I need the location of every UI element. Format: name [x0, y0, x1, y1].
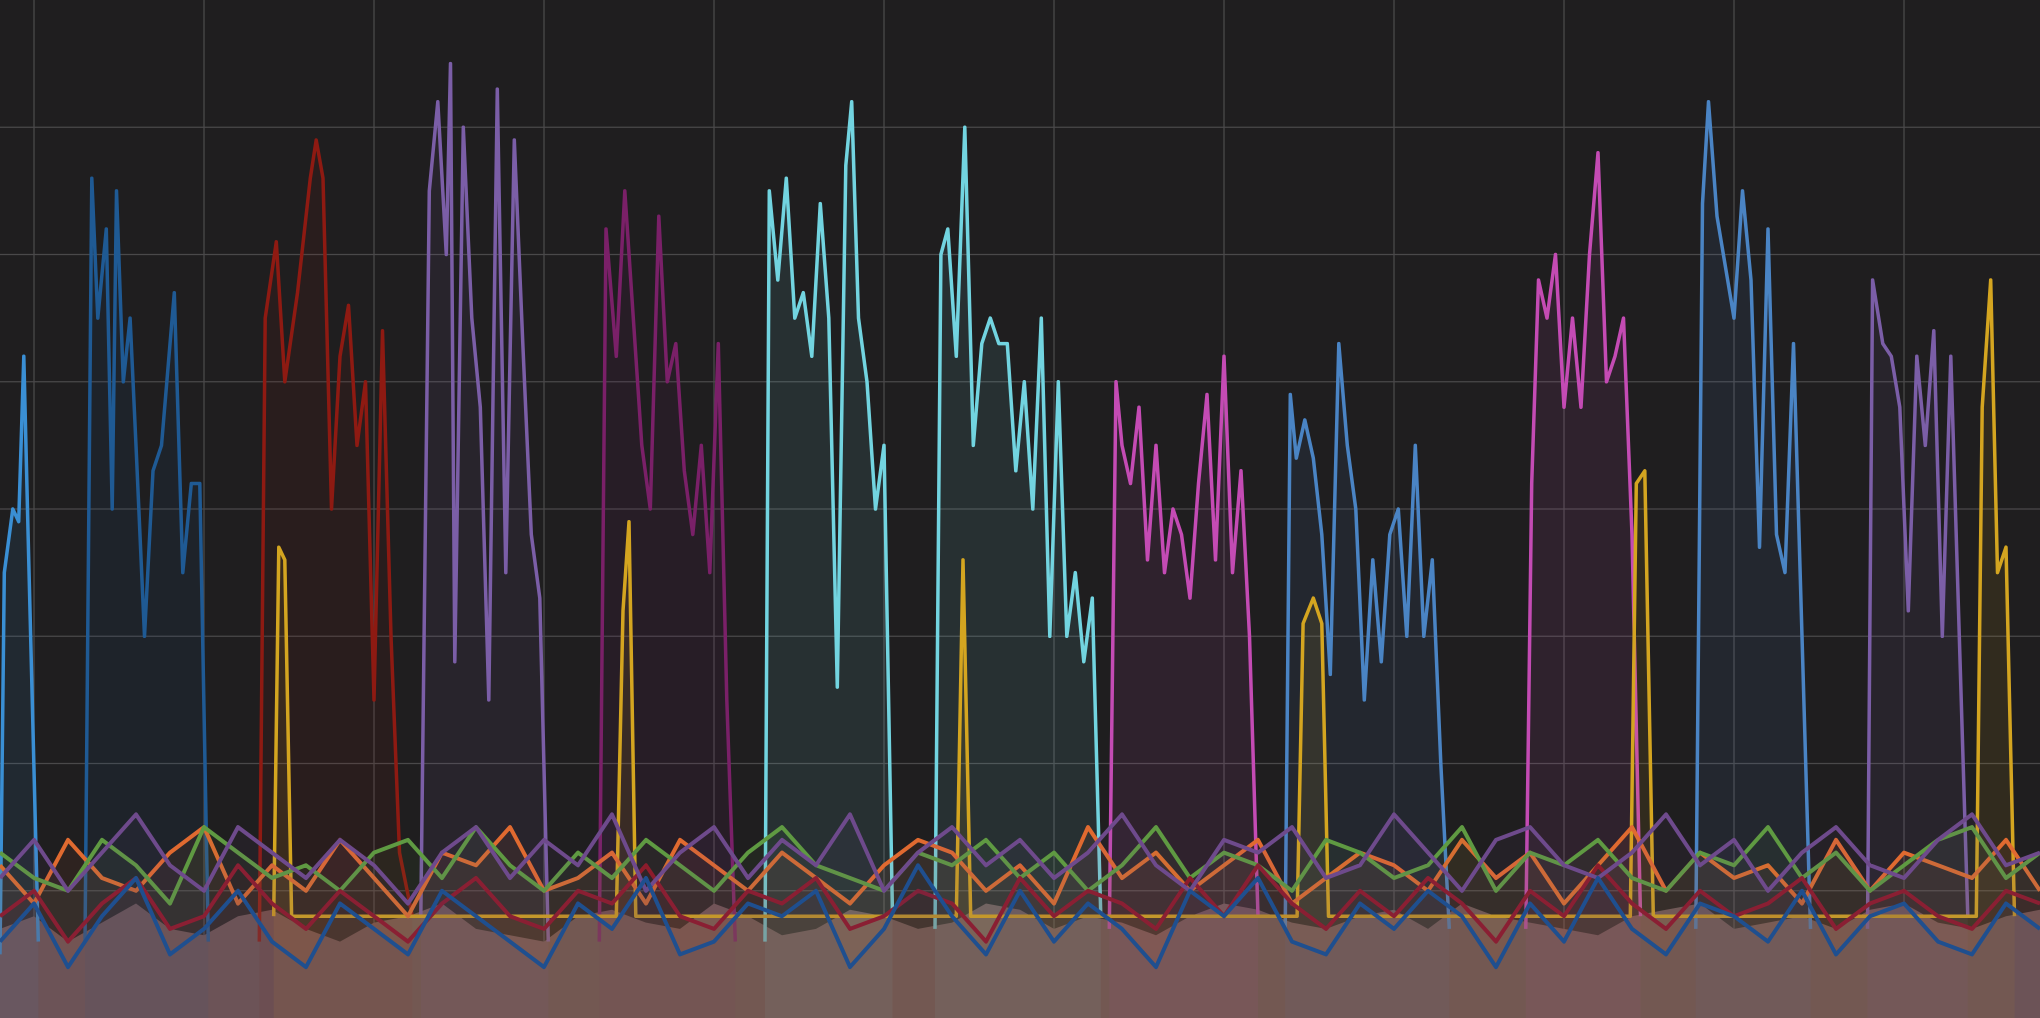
series-line: [419, 61, 551, 942]
series-line: [597, 189, 738, 942]
series-area: [420, 63, 549, 1018]
noise-area: [0, 814, 2040, 1018]
series-area: [259, 140, 413, 1018]
series-area: [1695, 101, 1811, 1018]
series-line: [933, 125, 1103, 929]
series-area: [935, 127, 1101, 1018]
series-line: [257, 138, 415, 942]
burst-series: [0, 61, 2017, 1018]
series-line: [1694, 100, 1813, 929]
noise-series: [0, 812, 2040, 1018]
series-line: [1283, 341, 1452, 929]
series-area: [273, 280, 2015, 1018]
series-line: [1107, 354, 1260, 929]
noise-line: [0, 863, 2040, 970]
base-area-fill: [0, 903, 2040, 1018]
series-line: [1524, 150, 1643, 929]
series-line: [1865, 278, 1970, 929]
series-area: [765, 101, 893, 1018]
noise-line: [0, 863, 2040, 944]
series-line: [0, 354, 41, 955]
series-line: [83, 176, 211, 942]
series-area: [1867, 280, 1968, 1018]
noise-area: [0, 865, 2040, 1018]
series-area: [0, 356, 39, 1018]
series-line: [763, 100, 895, 942]
series-line: [271, 278, 2017, 918]
base-area: [0, 903, 2040, 1018]
noise-line: [0, 812, 2040, 906]
